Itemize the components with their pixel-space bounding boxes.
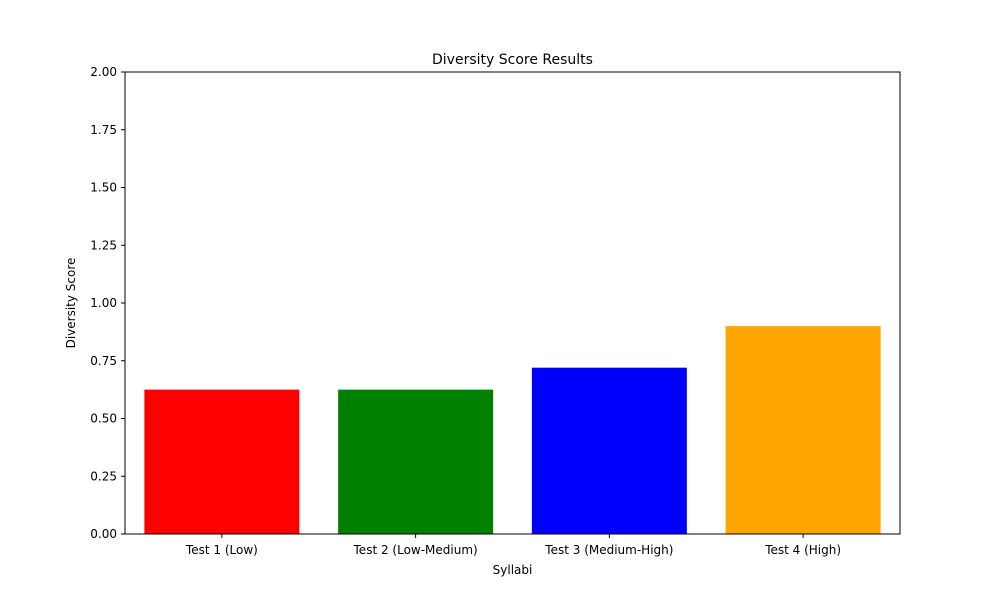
x-axis: Test 1 (Low) Test 2 (Low-Medium) Test 3 (M… bbox=[185, 534, 841, 557]
chart-title: Diversity Score Results bbox=[432, 52, 593, 68]
y-tick-label: 0.50 bbox=[90, 412, 117, 426]
bar-4 bbox=[725, 326, 881, 534]
x-tick-label: Test 4 (High) bbox=[764, 543, 841, 557]
x-tick-label: Test 2 (Low-Medium) bbox=[353, 543, 478, 557]
y-tick-label: 1.00 bbox=[90, 296, 117, 310]
bar-2 bbox=[338, 389, 494, 535]
bars-group bbox=[144, 326, 881, 535]
y-tick-label: 1.25 bbox=[90, 238, 117, 252]
bar-1 bbox=[144, 389, 300, 535]
y-axis-label: Diversity Score bbox=[64, 258, 78, 349]
bar-3 bbox=[531, 367, 687, 534]
x-tick-label: Test 1 (Low) bbox=[185, 543, 258, 557]
x-tick-label: Test 3 (Medium-High) bbox=[544, 543, 673, 557]
y-tick-label: 0.25 bbox=[90, 469, 117, 483]
y-axis: 0.00 0.25 0.50 0.75 1.00 1.25 1.50 1.75 2.00 bbox=[90, 65, 125, 541]
y-tick-label: 0.00 bbox=[90, 527, 117, 541]
y-tick-label: 1.50 bbox=[90, 181, 117, 195]
y-tick-label: 1.75 bbox=[90, 123, 117, 137]
y-tick-label: 2.00 bbox=[90, 65, 117, 79]
y-tick-label: 0.75 bbox=[90, 354, 117, 368]
x-axis-label: Syllabi bbox=[493, 563, 533, 577]
